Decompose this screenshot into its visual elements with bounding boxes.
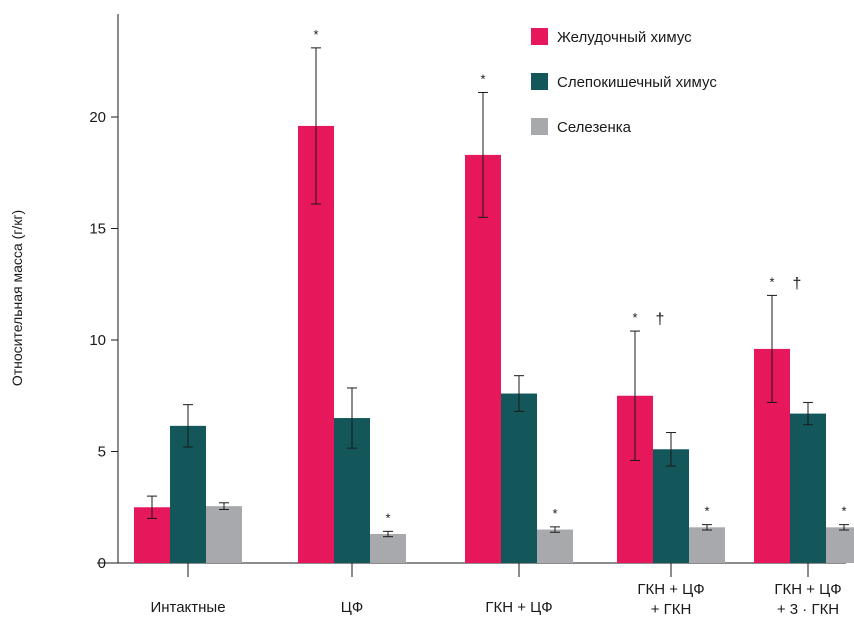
significance-mark: *	[552, 506, 557, 521]
dagger-mark: †	[793, 275, 802, 292]
bar	[689, 527, 725, 563]
x-tick-label: ГКН + ЦФ	[774, 581, 841, 598]
x-tick-label: + 3 · ГКН	[777, 601, 839, 618]
bar	[206, 506, 242, 563]
bar	[790, 413, 826, 563]
x-tick-label: + ГКН	[651, 601, 692, 618]
y-tick-label: 5	[98, 444, 106, 461]
dagger-mark: †	[656, 311, 665, 328]
legend-label: Слепокишечный химус	[557, 74, 717, 91]
significance-mark: *	[480, 71, 485, 86]
bar	[170, 425, 206, 563]
y-axis-label: Относительная масса (г/кг)	[9, 210, 25, 386]
x-tick-label: ГКН + ЦФ	[485, 599, 552, 616]
legend-swatch	[531, 28, 548, 45]
bar	[653, 449, 689, 563]
y-tick-label: 15	[89, 221, 106, 238]
y-tick-label: 10	[89, 332, 106, 349]
x-tick-label: ЦФ	[341, 599, 364, 616]
x-tick-label: Интактные	[150, 599, 225, 616]
significance-mark: *	[313, 27, 318, 42]
legend-swatch	[531, 118, 548, 135]
bars: * * * † * † * * * *	[134, 27, 854, 564]
y-tick-label: 20	[89, 109, 106, 126]
x-tick-label: ГКН + ЦФ	[637, 581, 704, 598]
y-tick-label: 0	[98, 555, 106, 572]
bar	[501, 393, 537, 563]
legend-swatch	[531, 73, 548, 90]
axes: 0 5 10 15 20 Интактные ЦФ ГКН + ЦФ ГКН + ЦФ + ГКН…	[89, 14, 846, 618]
significance-mark: *	[841, 504, 846, 519]
legend: Желудочный химус Слепокишечный химус Селез…	[531, 28, 717, 136]
significance-mark: *	[704, 504, 709, 519]
bar	[370, 534, 406, 563]
legend-label: Селезенка	[557, 119, 632, 136]
bar	[826, 527, 854, 563]
legend-label: Желудочный химус	[557, 29, 692, 46]
bar	[537, 529, 573, 563]
significance-mark: *	[385, 510, 390, 525]
bar	[465, 154, 501, 563]
significance-mark: *	[632, 310, 637, 325]
significance-mark: *	[769, 274, 774, 289]
